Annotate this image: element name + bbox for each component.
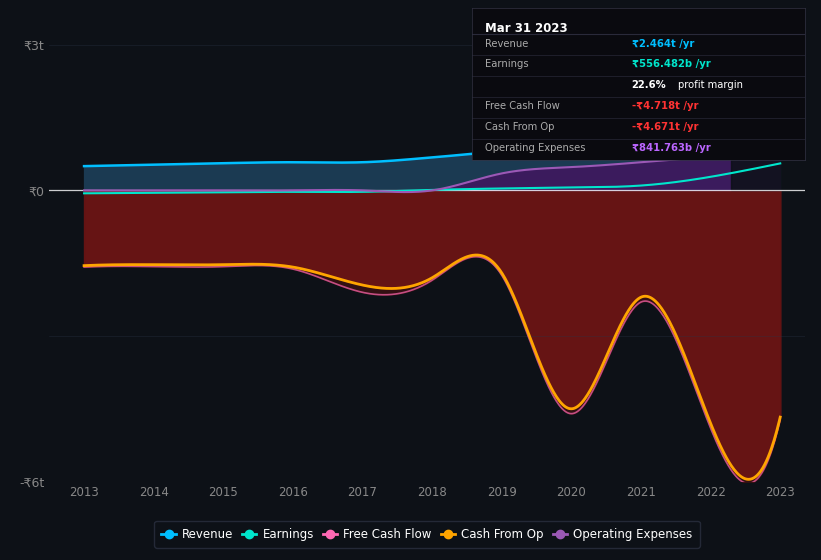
Text: Free Cash Flow: Free Cash Flow (485, 101, 560, 111)
Text: profit margin: profit margin (678, 80, 743, 90)
Legend: Revenue, Earnings, Free Cash Flow, Cash From Op, Operating Expenses: Revenue, Earnings, Free Cash Flow, Cash … (154, 521, 699, 548)
Text: ₹556.482b /yr: ₹556.482b /yr (631, 59, 710, 69)
Text: Earnings: Earnings (485, 59, 529, 69)
Text: 22.6%: 22.6% (631, 80, 667, 90)
Text: Operating Expenses: Operating Expenses (485, 143, 586, 153)
Text: -₹4.718t /yr: -₹4.718t /yr (631, 101, 698, 111)
Text: Revenue: Revenue (485, 39, 529, 49)
Text: Mar 31 2023: Mar 31 2023 (485, 22, 568, 35)
Text: -₹4.671t /yr: -₹4.671t /yr (631, 122, 698, 132)
Text: ₹841.763b /yr: ₹841.763b /yr (631, 143, 710, 153)
Bar (732, 45, 821, 190)
Text: ₹2.464t /yr: ₹2.464t /yr (631, 39, 694, 49)
Text: Cash From Op: Cash From Op (485, 122, 555, 132)
